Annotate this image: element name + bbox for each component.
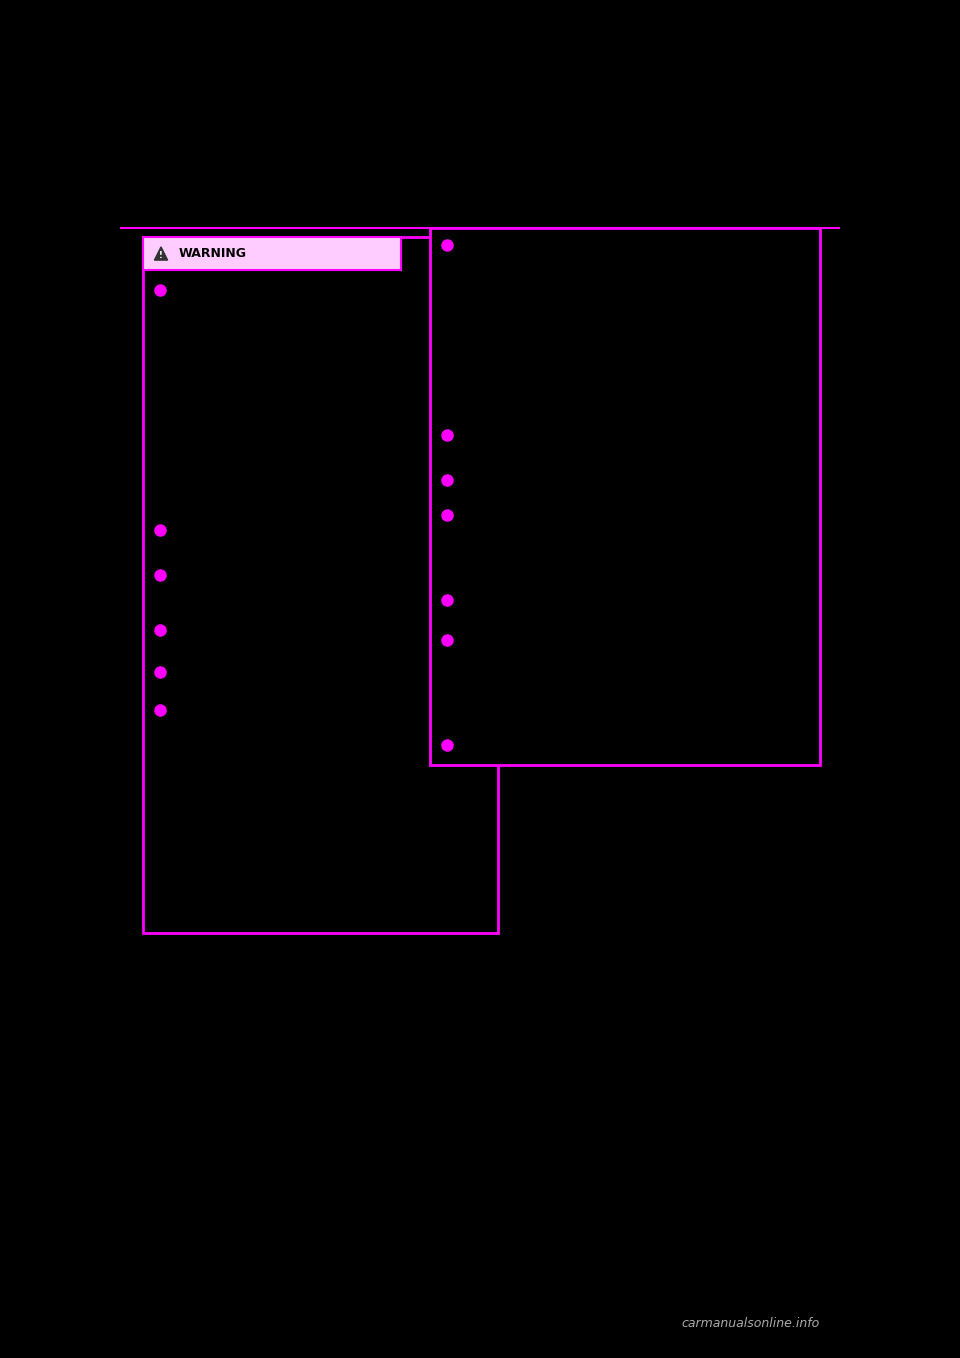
Text: !: ! — [159, 251, 163, 259]
Bar — [430, 228, 820, 765]
Bar — [143, 238, 401, 270]
Text: carmanualsonline.info: carmanualsonline.info — [682, 1317, 820, 1329]
Bar — [143, 238, 401, 270]
Text: WARNING: WARNING — [179, 247, 247, 259]
Bar — [143, 238, 498, 933]
Polygon shape — [155, 247, 168, 261]
